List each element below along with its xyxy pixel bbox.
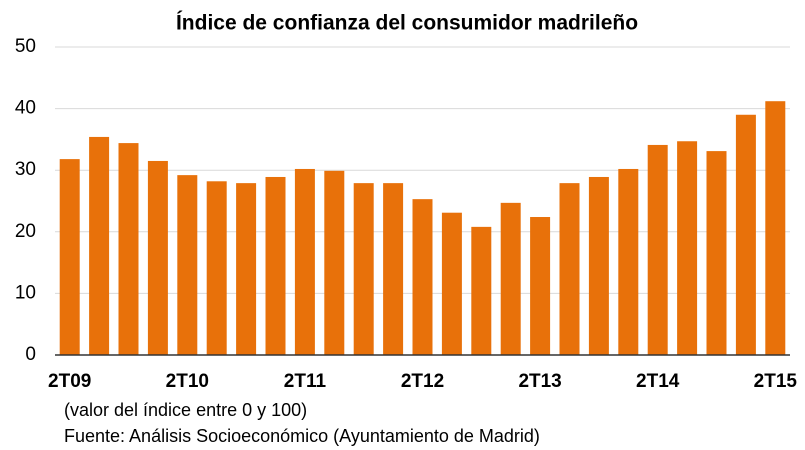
bar	[588, 176, 609, 355]
bar	[765, 101, 786, 355]
bar	[618, 168, 639, 355]
x-tick-label: 2T15	[754, 371, 798, 392]
y-tick-label: 20	[15, 221, 36, 242]
bar	[500, 202, 521, 355]
bar	[647, 144, 668, 355]
chart-title: Índice de confianza del consumidor madri…	[176, 12, 638, 35]
bar	[236, 183, 257, 355]
y-tick-label: 0	[25, 344, 36, 365]
bar	[265, 176, 286, 355]
bar	[59, 159, 80, 355]
x-tick-label: 2T11	[284, 371, 327, 392]
y-tick-label: 50	[15, 36, 36, 57]
bar	[89, 136, 110, 355]
bar	[706, 151, 727, 355]
y-tick-label: 30	[15, 159, 36, 180]
bar	[383, 183, 404, 355]
y-tick-label: 10	[15, 282, 36, 303]
x-tick-label: 2T09	[48, 371, 91, 392]
bar	[147, 160, 168, 355]
bar	[412, 199, 433, 355]
bar	[677, 141, 698, 355]
bar	[294, 168, 315, 355]
bar	[118, 143, 139, 355]
bar	[735, 114, 756, 355]
bar	[353, 183, 374, 355]
bar	[471, 226, 492, 355]
x-tick-label: 2T14	[636, 371, 680, 392]
x-tick-label: 2T13	[518, 371, 561, 392]
note: (valor del índice entre 0 y 100)	[64, 400, 307, 420]
bar	[559, 183, 580, 355]
y-tick-label: 40	[15, 98, 36, 119]
source: Fuente: Análisis Socioeconómico (Ayuntam…	[64, 426, 540, 446]
bar	[324, 170, 345, 355]
bar	[530, 217, 551, 355]
bar	[177, 175, 198, 355]
bar	[206, 181, 227, 355]
bar	[441, 212, 462, 355]
x-tick-label: 2T10	[166, 371, 209, 392]
x-tick-label: 2T12	[401, 371, 444, 392]
